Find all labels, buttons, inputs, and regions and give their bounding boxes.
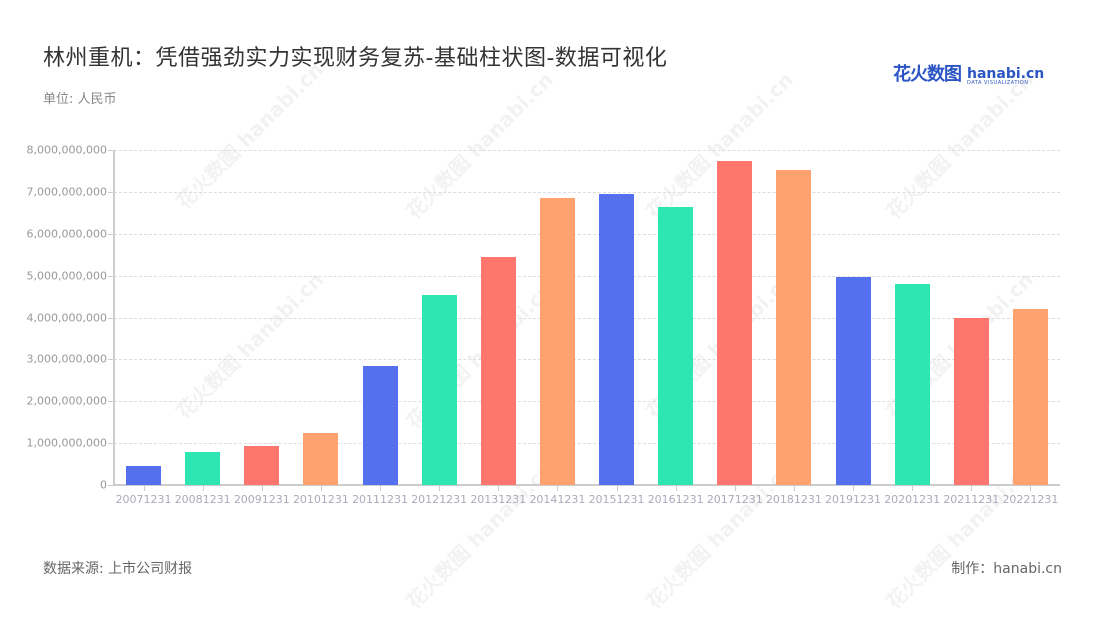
x-tick-mark (675, 486, 677, 491)
grid-line (114, 443, 1060, 445)
y-tick-label: 0 (100, 478, 107, 492)
grid-line (114, 233, 1060, 235)
x-tick-mark (853, 486, 855, 491)
y-tick-mark (108, 317, 113, 319)
y-tick-mark (108, 359, 113, 361)
y-axis (113, 150, 115, 486)
logo-wordmark: hanabi.cn (967, 66, 1045, 82)
y-tick-mark (108, 233, 113, 235)
logo-text-en: hanabi.cn DATA VISUALIZATION (967, 67, 1044, 86)
x-tick-label: 20081231 (174, 493, 231, 506)
x-tick-label: 20161231 (647, 493, 704, 506)
y-tick-mark (108, 150, 113, 151)
grid-line (114, 401, 1060, 403)
x-tick-mark (320, 486, 322, 491)
x-tick-mark (616, 486, 618, 491)
logo-text-cn: 花火数图 (893, 64, 962, 85)
x-tick-label: 20141231 (529, 493, 586, 506)
x-tick-label: 20211231 (943, 493, 1000, 506)
watermark: 花火数图 hanabi.cn (401, 67, 558, 224)
bar[interactable] (835, 277, 871, 485)
x-tick-label: 20131231 (470, 493, 527, 506)
x-tick-mark (1030, 486, 1032, 491)
y-tick-label: 7,000,000,000 (26, 185, 107, 199)
grid-line (114, 150, 1060, 151)
x-tick-mark (380, 486, 382, 491)
bar[interactable] (185, 451, 221, 485)
bar[interactable] (658, 206, 694, 485)
x-axis (113, 484, 1060, 486)
bar[interactable] (776, 170, 812, 485)
watermark: 花火数图 hanabi.cn (881, 67, 1038, 224)
bar[interactable] (953, 318, 989, 485)
bar[interactable] (539, 198, 575, 485)
x-tick-label: 20221231 (1002, 493, 1059, 506)
bar[interactable] (894, 284, 930, 485)
y-tick-mark (108, 485, 113, 486)
x-tick-label: 20171231 (706, 493, 763, 506)
bar[interactable] (362, 366, 398, 485)
x-tick-mark (261, 486, 263, 491)
x-tick-mark (202, 486, 204, 491)
y-tick-mark (108, 275, 113, 277)
y-tick-label: 2,000,000,000 (26, 394, 107, 408)
x-tick-mark (971, 486, 973, 491)
data-source: 数据来源: 上市公司财报 (43, 561, 193, 577)
y-tick-label: 5,000,000,000 (26, 269, 107, 283)
x-tick-label: 20201231 (884, 493, 941, 506)
brand-logo: 花火数图 hanabi.cn DATA VISUALIZATION (893, 60, 1044, 86)
x-tick-label: 20091231 (233, 493, 290, 506)
x-tick-mark (498, 486, 500, 491)
maker-credit: 制作：hanabi.cn (951, 561, 1062, 577)
x-tick-mark (793, 486, 795, 491)
x-tick-label: 20151231 (588, 493, 645, 506)
x-tick-label: 20181231 (765, 493, 822, 506)
y-tick-label: 4,000,000,000 (26, 311, 107, 324)
bar[interactable] (1012, 309, 1048, 485)
x-tick-label: 20191231 (825, 493, 882, 506)
x-tick-label: 20101231 (292, 493, 349, 506)
y-tick-label: 8,000,000,000 (26, 143, 107, 157)
x-tick-mark (439, 486, 441, 491)
x-tick-mark (557, 486, 559, 491)
grid-line (114, 359, 1060, 361)
y-tick-label: 1,000,000,000 (26, 436, 107, 450)
bar[interactable] (244, 446, 280, 485)
bar[interactable] (126, 466, 162, 485)
x-tick-label: 20071231 (115, 493, 172, 506)
watermark: 花火数图 hanabi.cn (171, 57, 328, 214)
y-tick-label: 3,000,000,000 (26, 352, 107, 366)
bar[interactable] (599, 193, 635, 485)
y-tick-mark (108, 443, 113, 445)
y-tick-mark (108, 191, 113, 193)
bar[interactable] (717, 160, 753, 485)
x-tick-mark (734, 486, 736, 491)
grid-line (114, 275, 1060, 277)
y-tick-mark (108, 401, 113, 403)
logo-subtitle: DATA VISUALIZATION (967, 80, 1029, 86)
grid-line (114, 191, 1060, 193)
unit-label: 单位: 人民币 (43, 92, 117, 107)
x-tick-mark (143, 486, 145, 491)
x-tick-label: 20111231 (352, 493, 409, 506)
bar[interactable] (480, 257, 516, 485)
bar[interactable] (303, 433, 339, 485)
x-tick-label: 20121231 (411, 493, 468, 506)
bar[interactable] (421, 294, 457, 485)
y-tick-label: 6,000,000,000 (26, 227, 107, 241)
chart-title: 林州重机：凭借强劲实力实现财务复苏-基础柱状图-数据可视化 (43, 46, 668, 71)
grid-line (114, 317, 1060, 319)
x-tick-mark (912, 486, 914, 491)
